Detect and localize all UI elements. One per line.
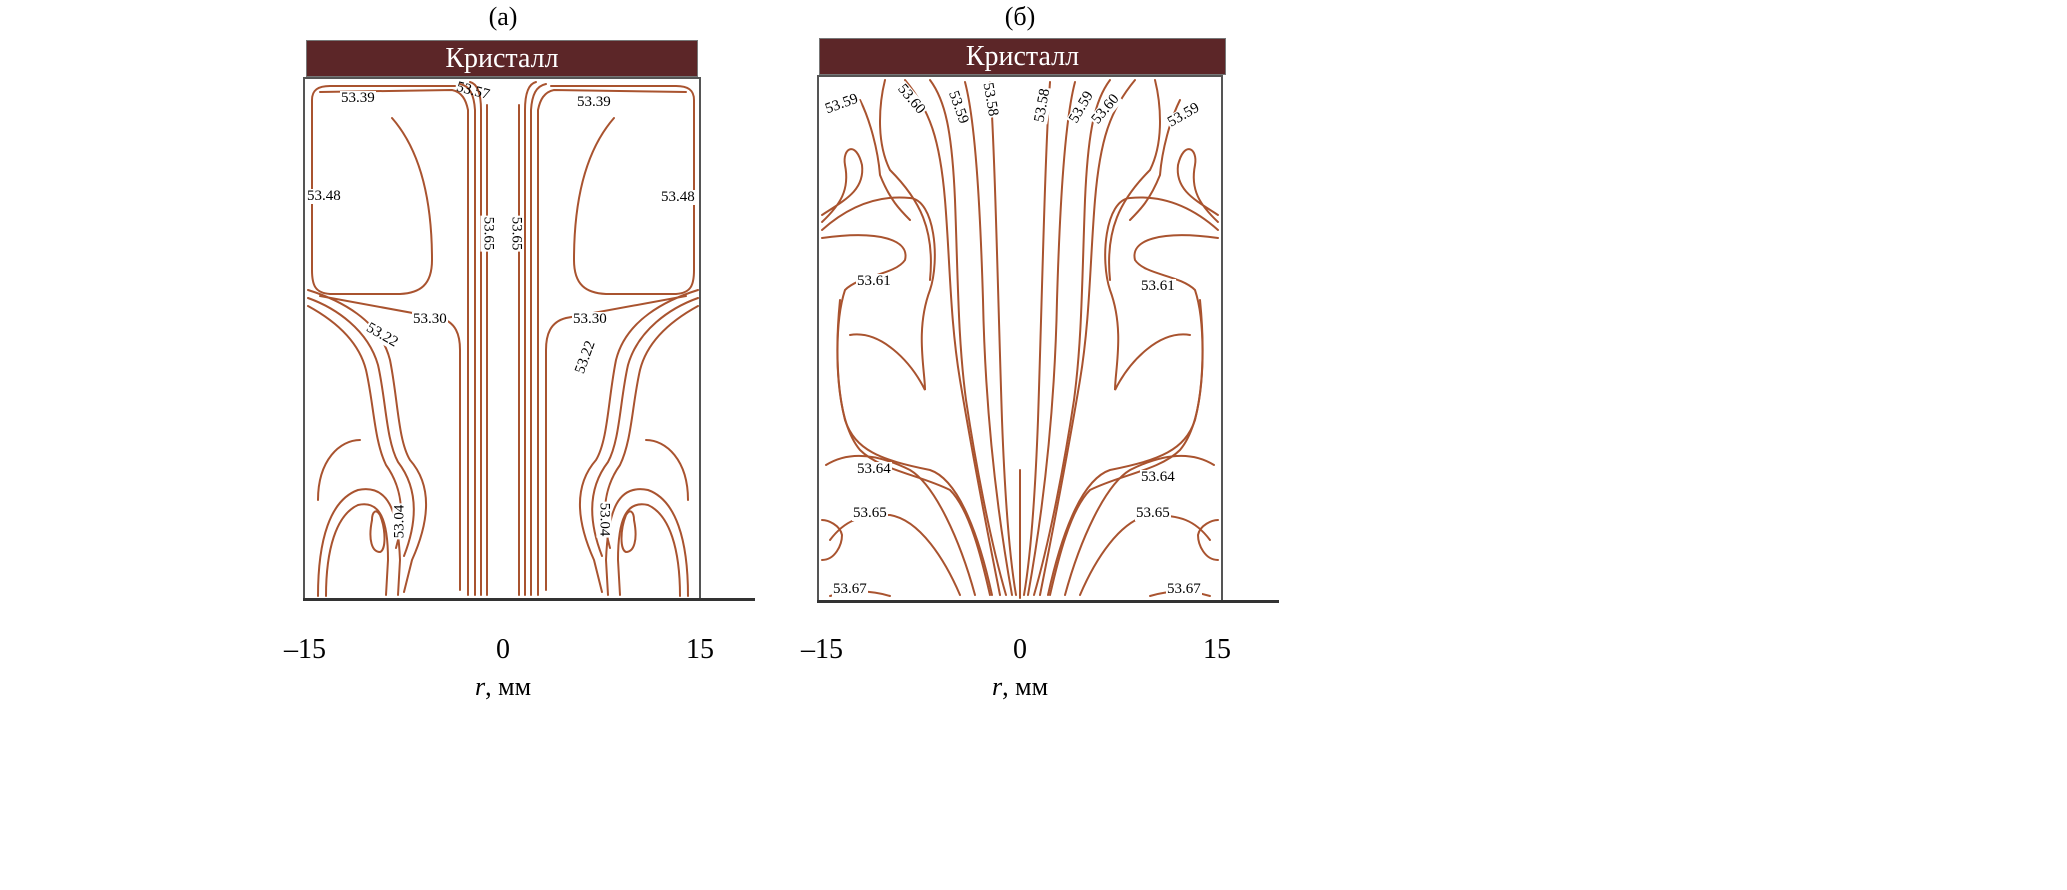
- contour-label: 53.61: [1140, 278, 1176, 294]
- panel-a-x-axis: [303, 598, 755, 601]
- panel-a-crystal-label: Кристалл: [445, 42, 559, 74]
- panel-b-xtick: 15: [1203, 634, 1231, 665]
- contour-line: [469, 81, 482, 596]
- contour-line: [459, 83, 476, 596]
- contour-label: 53.48: [660, 189, 696, 205]
- contour-label: 53.30: [572, 311, 608, 327]
- contour-line: [836, 299, 991, 596]
- panel-b-crystal: Кристалл: [819, 38, 1226, 75]
- contour-line: [307, 289, 427, 593]
- contour-line: [325, 503, 390, 597]
- contour-line: [904, 79, 1001, 596]
- panel-a-xtick: 15: [686, 634, 714, 665]
- panel-a-xtick: –15: [284, 634, 326, 665]
- contour-line: [307, 297, 415, 557]
- contour-label: 53.04: [596, 501, 613, 538]
- contour-label: 53.64: [1140, 469, 1176, 485]
- contour-line: [821, 196, 936, 391]
- panel-b-plot-area: [817, 75, 1223, 601]
- contour-label: 53.64: [856, 461, 892, 477]
- contour-label: 53.39: [576, 94, 612, 110]
- contour-line: [964, 81, 1013, 596]
- contour-label: 53.48: [306, 188, 342, 204]
- contour-line: [821, 148, 864, 223]
- contour-line: [879, 79, 932, 281]
- panel-a-plot-area: [303, 77, 701, 599]
- contour-label: 53.65: [852, 505, 888, 521]
- contour-label: 53.39: [340, 90, 376, 106]
- panel-b-contours-left: [821, 79, 1017, 597]
- contour-label: 53.65: [1135, 505, 1171, 521]
- contour-line: [319, 88, 469, 596]
- panel-b-xlabel: r, мм: [991, 672, 1049, 701]
- contour-line: [369, 510, 386, 554]
- panel-a-title: (а): [488, 2, 518, 31]
- contour-line: [829, 513, 961, 596]
- panel-b-crystal-label: Кристалл: [965, 40, 1080, 72]
- contour-line: [821, 519, 844, 561]
- contour-line: [311, 85, 456, 295]
- contour-label: 53.61: [856, 273, 892, 289]
- panel-b-xtick: –15: [801, 634, 843, 665]
- contour-label: 53.65: [480, 215, 497, 252]
- contour-line: [859, 99, 911, 221]
- contour-label: 53.04: [391, 503, 408, 540]
- contour-label: 53.30: [412, 311, 448, 327]
- contour-label: 53.67: [832, 581, 868, 597]
- panel-b-x-axis: [817, 600, 1279, 603]
- panel-b-title: (б): [1004, 2, 1036, 31]
- panel-a-xtick: 0: [496, 634, 510, 665]
- contour-line: [317, 439, 361, 501]
- panel-a-crystal: Кристалл: [306, 40, 698, 77]
- contour-label: 53.67: [1166, 581, 1202, 597]
- panel-b-xtick: 0: [1013, 634, 1027, 665]
- contour-line: [929, 79, 1007, 596]
- contour-label: 53.65: [508, 215, 525, 252]
- panel-a-xlabel: r, мм: [474, 672, 532, 701]
- panel-b-contours-right: [1023, 79, 1219, 597]
- contour-line: [825, 454, 976, 596]
- contour-line: [989, 81, 1017, 596]
